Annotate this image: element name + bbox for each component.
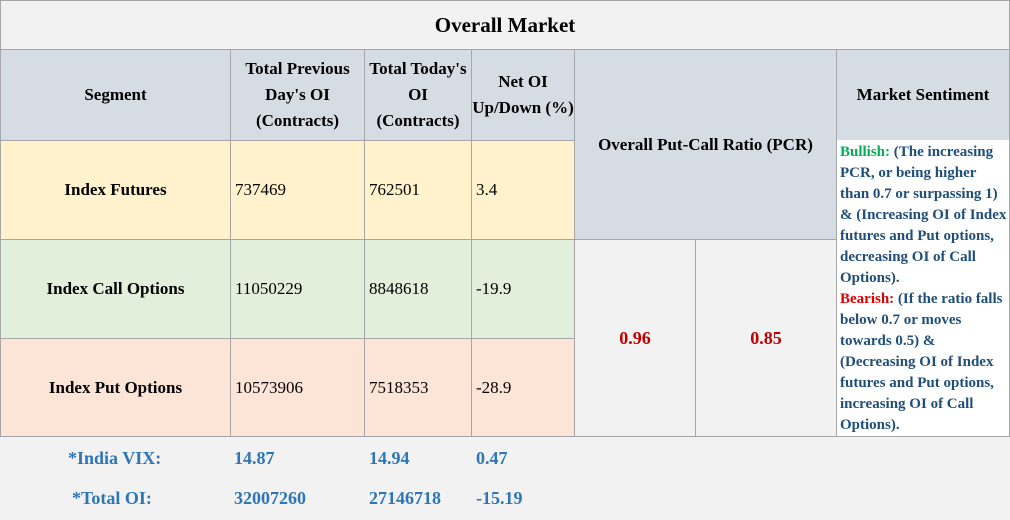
india-vix-label: *India VIX: (68, 448, 162, 468)
row-futures-net-oi: 3.4 (472, 141, 575, 240)
total-oi-today: 27146718 (369, 488, 441, 508)
total-oi-prev: 32007260 (234, 488, 306, 508)
bearish-label: Bearish: (840, 291, 895, 307)
india-vix-change: 0.47 (476, 448, 508, 468)
row-calls-net-oi: -19.9 (472, 240, 575, 339)
header-today-oi: Total Today's OI (Contracts) (365, 50, 472, 141)
pcr-value-1: 0.96 (575, 240, 696, 437)
header-segment: Segment (0, 50, 231, 141)
row-calls-prev-oi: 11050229 (231, 240, 365, 339)
header-pcr: Overall Put-Call Ratio (PCR) (575, 50, 837, 240)
total-oi-change: -15.19 (476, 488, 523, 508)
row-calls-today-oi: 8848618 (365, 240, 472, 339)
bullish-label: Bullish: (840, 144, 891, 160)
row-puts-today-oi: 7518353 (365, 339, 472, 437)
row-calls-segment: Index Call Options (0, 240, 231, 339)
row-futures-segment: Index Futures (0, 141, 231, 240)
header-market-sentiment: Market Sentiment (837, 50, 1010, 141)
row-futures-prev-oi: 737469 (231, 141, 365, 240)
row-puts-net-oi: -28.9 (472, 339, 575, 437)
row-futures-today-oi: 762501 (365, 141, 472, 240)
header-previous-oi: Total Previous Day's OI (Contracts) (231, 50, 365, 141)
row-puts-segment: Index Put Options (0, 339, 231, 437)
india-vix-today: 14.94 (369, 448, 410, 468)
bearish-description: (If the ratio falls below 0.7 or moves t… (840, 291, 1003, 433)
row-puts-prev-oi: 10573906 (231, 339, 365, 437)
pcr-value-2: 0.85 (696, 240, 837, 437)
header-net-oi: Net OI Up/Down (%) (472, 50, 575, 141)
table-title: Overall Market (0, 0, 1010, 50)
india-vix-prev: 14.87 (234, 448, 275, 468)
bullish-description: (The increasing PCR, or being higher tha… (840, 144, 1007, 286)
total-oi-label: *Total OI: (72, 488, 152, 508)
market-sentiment-text: Bullish: (The increasing PCR, or being h… (837, 140, 1010, 437)
